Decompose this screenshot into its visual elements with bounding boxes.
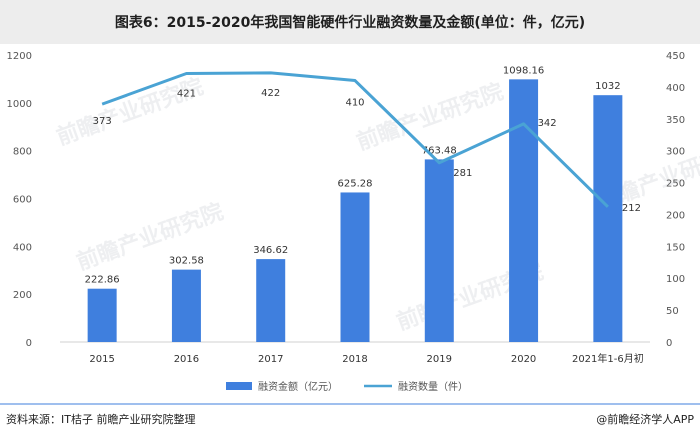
right-tick-label: 450 [666, 51, 685, 62]
source-note: 资料来源：IT桔子 前瞻产业研究院整理 [6, 412, 195, 426]
line-value-label: 281 [453, 168, 472, 179]
bar-value-label: 625.28 [338, 178, 373, 189]
x-tick-label: 2021年1-6月初 [572, 352, 644, 365]
line-value-label: 410 [345, 98, 364, 109]
brand-credit: @前瞻经济学人APP [596, 412, 694, 426]
line-value-label: 422 [261, 88, 280, 99]
right-tick-label: 350 [666, 115, 685, 126]
bar [593, 95, 623, 343]
left-tick-label: 1200 [7, 51, 32, 62]
watermark-text: 前瞻产业研究院 [353, 79, 507, 156]
bar [87, 288, 117, 342]
left-tick-label: 1000 [7, 99, 32, 110]
left-tick-label: 0 [26, 338, 32, 349]
right-tick-label: 250 [666, 179, 685, 190]
bar-data-labels: 222.86 302.58 346.62 625.28 763.48 1098.16 103… [85, 65, 621, 285]
left-tick-label: 400 [13, 242, 32, 253]
bar-value-label: 346.62 [253, 245, 288, 256]
bar [424, 159, 454, 342]
right-tick-label: 150 [666, 242, 685, 253]
right-tick-label: 300 [666, 147, 685, 158]
legend-bar-swatch [226, 382, 252, 390]
x-tick-label: 2019 [427, 354, 452, 365]
bar-value-label: 1032 [595, 81, 620, 92]
right-tick-label: 50 [666, 306, 679, 317]
right-tick-label: 0 [666, 338, 672, 349]
right-tick-label: 200 [666, 210, 685, 221]
bar-value-label: 1098.16 [503, 65, 544, 76]
chart-title: 图表6：2015-2020年我国智能硬件行业融资数量及金额(单位：件，亿元) [115, 14, 585, 31]
bar [171, 269, 201, 342]
x-tick-label: 2016 [174, 354, 199, 365]
title-background [0, 0, 700, 44]
left-tick-label: 600 [13, 195, 32, 206]
line-series [101, 71, 609, 208]
x-tick-label: 2015 [89, 354, 114, 365]
bar [256, 259, 286, 342]
left-tick-label: 200 [13, 290, 32, 301]
x-tick-label: 2020 [511, 354, 536, 365]
x-tick-label: 2018 [342, 354, 367, 365]
bar [509, 79, 539, 342]
line-value-label: 342 [538, 118, 557, 129]
left-tick-label: 800 [13, 147, 32, 158]
line-data-labels: 373 421 422 410 281 342 212 [93, 88, 641, 214]
right-axis: 0 50 100 150 200 250 300 350 400 450 [666, 51, 685, 349]
left-axis: 0 200 400 600 800 1000 1200 [7, 51, 32, 349]
legend: 融资金额（亿元） 融资数量（件） [226, 380, 468, 393]
x-axis: 2015 2016 2017 2018 2019 2020 2021年1-6月初 [89, 352, 643, 365]
legend-bar-label: 融资金额（亿元） [258, 380, 338, 393]
bar-series [87, 79, 623, 343]
line-value-label: 212 [622, 203, 641, 214]
watermark-text: 前瞻产业研究院 [53, 74, 207, 151]
line-value-label: 373 [93, 116, 112, 127]
legend-line-label: 融资数量（件） [398, 380, 468, 393]
bar-value-label: 222.86 [85, 275, 120, 286]
x-tick-label: 2017 [258, 354, 283, 365]
right-tick-label: 100 [666, 274, 685, 285]
line-value-label: 421 [177, 88, 196, 99]
bar-value-label: 763.48 [422, 145, 457, 156]
right-tick-label: 400 [666, 83, 685, 94]
bar [340, 192, 370, 342]
bar-value-label: 302.58 [169, 256, 204, 267]
